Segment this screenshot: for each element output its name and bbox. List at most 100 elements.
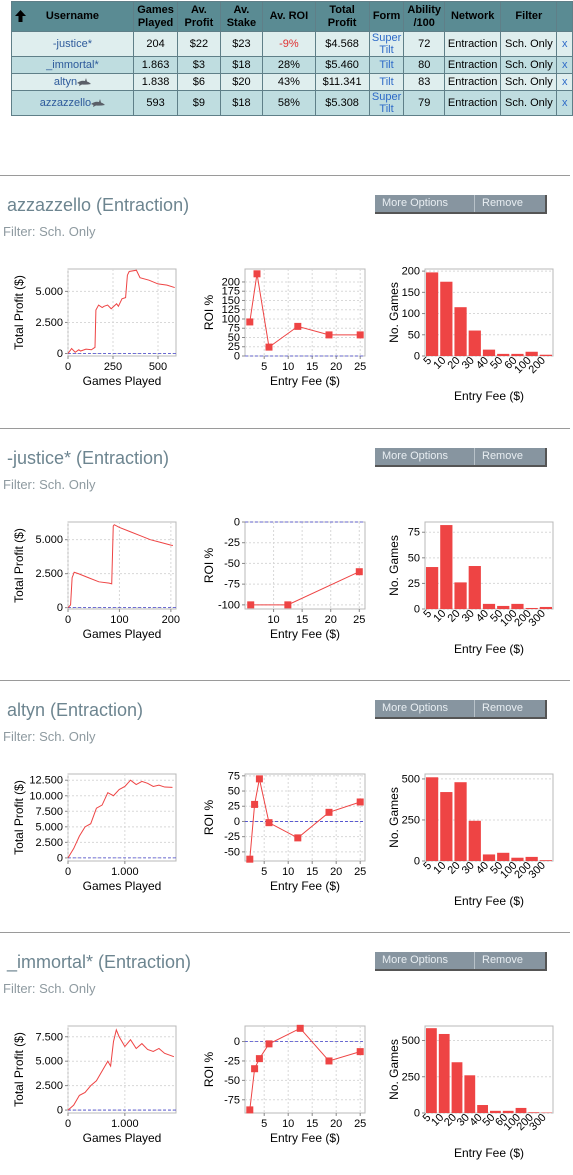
x-category-label: 300 <box>527 860 548 881</box>
column-header-network[interactable]: Network <box>444 2 500 32</box>
av-profit-cell: $6 <box>178 74 220 91</box>
total-profit-cell: $5.308 <box>315 91 369 116</box>
y-tick-label: -25 <box>224 1055 240 1067</box>
remove-row-link[interactable]: x <box>557 74 573 91</box>
y-tick-label: 0 <box>57 348 63 360</box>
x-tick-label: 5 <box>261 866 267 878</box>
username-cell[interactable]: azzazzello <box>12 91 134 116</box>
av-roi-cell: -9% <box>263 32 315 57</box>
username-link[interactable]: -justice* <box>53 38 92 50</box>
filter-label: Filter: Sch. Only <box>3 477 95 492</box>
x-tick-label: 10 <box>267 614 279 626</box>
y-tick-label: 500 <box>402 773 420 785</box>
bar <box>497 606 509 609</box>
column-header-text: Av. <box>191 4 207 16</box>
y-axis-label: No. Games <box>387 787 401 848</box>
column-header-av-stake[interactable]: Av.Stake <box>220 2 263 32</box>
remove-button[interactable]: Remove <box>475 448 523 465</box>
av-stake-cell: $18 <box>220 91 263 116</box>
x-axis-label: Games Played <box>83 374 162 388</box>
bar <box>483 604 495 609</box>
av-profit-cell: $3 <box>178 57 220 74</box>
username-cell[interactable]: altyn <box>12 74 134 91</box>
x-axis-label: Entry Fee ($) <box>454 1146 524 1160</box>
ability-cell: 72 <box>404 32 444 57</box>
section-divider <box>0 680 570 681</box>
column-header-text: Av. <box>233 4 249 16</box>
shark-icon <box>77 78 91 86</box>
sort-arrow-up-icon[interactable] <box>15 10 26 22</box>
section-divider <box>0 428 570 429</box>
player-title: _immortal* (Entraction) <box>7 952 191 973</box>
username-cell[interactable]: -justice* <box>12 32 134 57</box>
y-tick-label: 0 <box>234 1036 240 1048</box>
y-tick-label: 7.500 <box>35 806 63 818</box>
x-tick-label: 20 <box>330 361 342 373</box>
y-tick-label: -100 <box>218 599 240 611</box>
bar <box>526 608 538 609</box>
x-tick-label: 0 <box>65 866 71 878</box>
bar <box>469 566 481 609</box>
more-options-button[interactable]: More Options <box>375 952 475 969</box>
data-point <box>254 270 261 277</box>
av-roi-cell: 28% <box>263 57 315 74</box>
ability-cell: 79 <box>404 91 444 116</box>
column-header-text: Username <box>46 10 99 22</box>
column-header-ability-100[interactable]: Ability/100 <box>404 2 444 32</box>
bar <box>490 1111 501 1113</box>
data-point <box>326 1057 333 1064</box>
plot-area <box>68 522 176 609</box>
x-tick-label: 10 <box>282 866 294 878</box>
remove-button[interactable]: Remove <box>475 952 523 969</box>
data-point <box>251 801 258 808</box>
av-stake-cell: $23 <box>220 32 263 57</box>
y-tick-label: 5.000 <box>35 286 63 298</box>
column-header-av-profit[interactable]: Av.Profit <box>178 2 220 32</box>
data-point <box>266 344 273 351</box>
username-link[interactable]: _immortal* <box>46 59 99 71</box>
username-link[interactable]: azzazzello <box>40 97 91 109</box>
bar <box>540 860 552 861</box>
remove-row-link[interactable]: x <box>557 91 573 116</box>
remove-button[interactable]: Remove <box>475 700 523 717</box>
data-point <box>284 601 291 608</box>
column-header-username[interactable]: Username <box>12 2 134 32</box>
y-tick-label: 0 <box>57 852 63 864</box>
x-tick-label: 20 <box>330 1118 342 1130</box>
bar <box>497 354 509 356</box>
y-tick-label: 0 <box>57 602 63 614</box>
bar <box>464 1075 475 1113</box>
x-tick-label: 15 <box>306 866 318 878</box>
remove-button[interactable]: Remove <box>475 195 523 212</box>
column-header-av-roi[interactable]: Av. ROI <box>263 2 315 32</box>
column-header-form[interactable]: Form <box>369 2 404 32</box>
username-link[interactable]: altyn <box>54 76 77 88</box>
remove-row-link[interactable]: x <box>557 57 573 74</box>
y-tick-label: 5.000 <box>35 821 63 833</box>
column-header-text: Profit <box>185 17 214 29</box>
more-options-button[interactable]: More Options <box>375 448 475 465</box>
column-header-text: Form <box>373 10 401 22</box>
more-options-button[interactable]: More Options <box>375 195 475 212</box>
username-cell[interactable]: _immortal* <box>12 57 134 74</box>
bar <box>452 1062 463 1113</box>
y-tick-label: 5.000 <box>35 534 63 546</box>
x-axis-label: Entry Fee ($) <box>270 374 340 388</box>
x-axis-label: Games Played <box>83 1131 162 1145</box>
remove-row-link[interactable]: x <box>557 32 573 57</box>
y-tick-label: 12.500 <box>29 775 63 787</box>
network-cell: Entraction <box>444 91 500 116</box>
total-profit-cell: $11.341 <box>315 74 369 91</box>
more-options-button[interactable]: More Options <box>375 700 475 717</box>
y-tick-label: 100 <box>402 308 420 320</box>
x-category-label: 200 <box>527 355 548 376</box>
column-header-filter[interactable]: Filter <box>501 2 557 32</box>
filter-label: Filter: Sch. Only <box>3 224 95 239</box>
